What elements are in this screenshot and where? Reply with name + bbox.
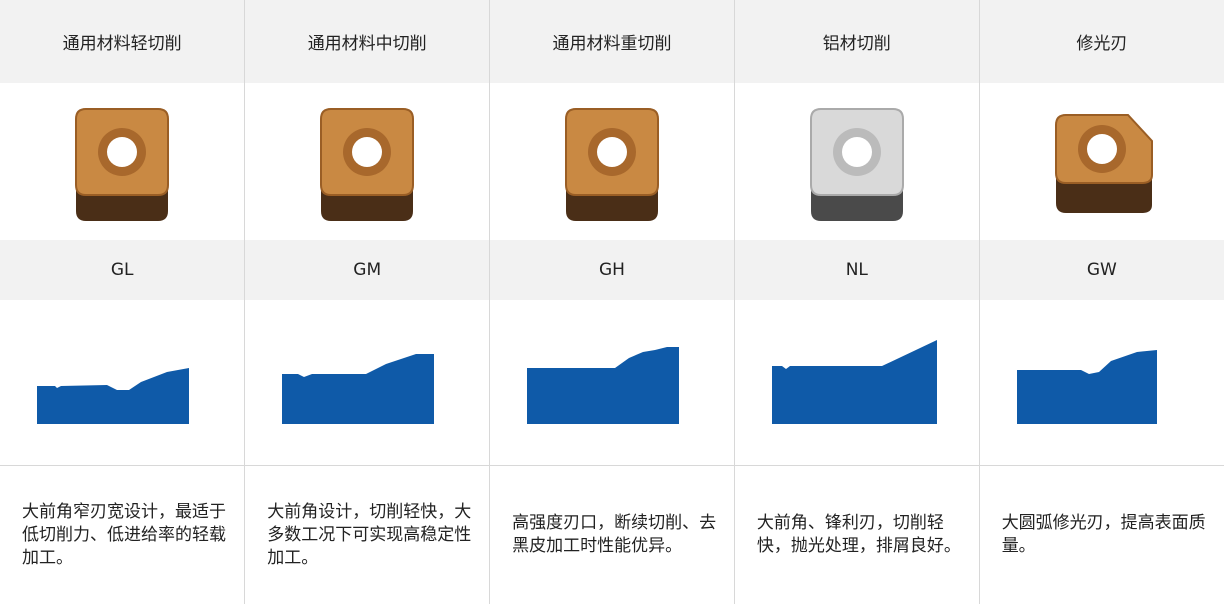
insert-icon [564,107,659,221]
profile-cell [978,300,1224,466]
profile-cell [489,300,735,466]
description-cell: 大前角窄刃宽设计，最适于低切削力、低进给率的轻载加工。 [0,465,246,604]
image-cell [978,83,1224,240]
edge-profile [37,367,190,424]
image-cell [244,83,491,240]
description-cell: 大前角、锋利刃，切削轻快，抛光处理，排屑良好。 [733,465,980,604]
insert-hole [841,136,872,167]
profile-shape [37,367,190,424]
description-cell: 高强度刃口，断续切削、去黑皮加工时性能优异。 [489,465,735,604]
insert-hole [1086,133,1117,164]
code-cell: GH [489,240,735,300]
insert-icon [75,107,170,221]
image-cell [0,83,246,240]
edge-profile [282,353,435,424]
code-cell: GM [244,240,491,300]
description-cell: 大前角设计，切削轻快，大多数工况下可实现高稳定性加工。 [244,465,491,604]
profile-cell [733,300,980,466]
description-cell: 大圆弧修光刃，提高表面质量。 [978,465,1224,604]
image-cell [489,83,735,240]
image-cell [733,83,980,240]
insert-hole [596,136,627,167]
code-cell: NL [733,240,980,300]
profile-row [0,300,1224,466]
edge-profile [526,346,679,424]
image-row [0,83,1224,240]
header-row: 通用材料轻切削 通用材料中切削 通用材料重切削 铝材切削 修光刃 [0,0,1224,83]
insert-icon [320,107,415,221]
header-cell: 通用材料中切削 [244,0,491,83]
code-row: GL GM GH NL GW [0,240,1224,300]
description-row: 大前角窄刃宽设计，最适于低切削力、低进给率的轻载加工。 大前角设计，切削轻快，大多… [0,465,1224,604]
edge-profile [771,339,937,424]
edge-profile [1016,349,1157,424]
profile-shape [771,339,937,424]
header-cell: 修光刃 [978,0,1224,83]
profile-cell [244,300,491,466]
profile-cell [0,300,246,466]
insert-icon [1054,113,1153,213]
profile-shape [1016,349,1157,424]
insert-icon [809,107,904,221]
code-cell: GW [978,240,1224,300]
header-cell: 铝材切削 [733,0,980,83]
header-cell: 通用材料重切削 [489,0,735,83]
header-cell: 通用材料轻切削 [0,0,246,83]
profile-shape [526,346,679,424]
code-cell: GL [0,240,246,300]
profile-shape [282,353,435,424]
insert-hole [107,136,138,167]
insert-hole [352,136,383,167]
